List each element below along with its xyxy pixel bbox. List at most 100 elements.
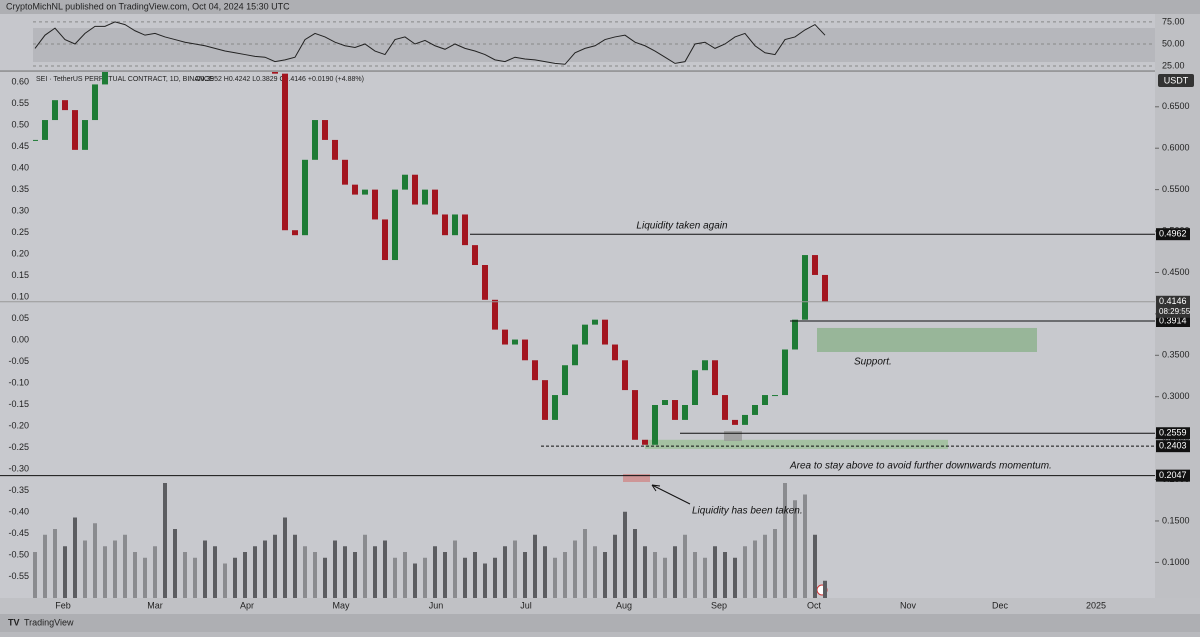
volume-bar <box>823 580 827 598</box>
left-axis-label: -0.55 <box>8 571 29 581</box>
left-axis-label: 0.45 <box>11 141 29 151</box>
volume-bar <box>803 494 807 598</box>
brand: TradingView <box>24 617 74 627</box>
x-tick-label: Apr <box>240 600 254 610</box>
candle <box>762 395 768 405</box>
candle <box>72 110 78 150</box>
left-axis-label: -0.20 <box>8 420 29 430</box>
level-label: 0.4962 <box>1159 229 1187 239</box>
current-price-box <box>1156 295 1190 318</box>
candle <box>632 390 638 440</box>
volume-bar <box>673 546 677 598</box>
volume-bar <box>573 540 577 598</box>
left-axis-label: -0.30 <box>8 463 29 473</box>
candle <box>732 419 738 425</box>
candle <box>33 139 38 141</box>
candle <box>652 404 658 445</box>
level-box <box>1156 440 1190 453</box>
volume-bar <box>753 540 757 598</box>
ohlc-legend: O0.3952 H0.4242 L0.3829 C0.4146 +0.0190 … <box>195 76 364 83</box>
candle <box>782 349 788 396</box>
volume-bar <box>553 557 557 598</box>
volume-bar <box>413 563 417 598</box>
volume-bar <box>153 546 157 598</box>
candle <box>442 214 448 236</box>
annotation: Support. <box>854 357 892 368</box>
candle <box>722 395 728 420</box>
left-axis-label: -0.25 <box>8 442 29 452</box>
volume-bar <box>193 557 197 598</box>
left-axis-label: -0.40 <box>8 506 29 516</box>
volume-bar <box>303 546 307 598</box>
y-tick-label: 0.6500 <box>1162 101 1190 111</box>
publisher: CryptoMichNL published on TradingView.co… <box>6 1 290 11</box>
level-box <box>1156 228 1190 241</box>
candle <box>272 72 278 74</box>
volume-bar <box>143 557 147 598</box>
volume-bar <box>423 557 427 598</box>
volume-bar <box>333 540 337 598</box>
left-axis-label: 0.40 <box>11 162 29 172</box>
level-box <box>1156 427 1190 440</box>
rsi-tick-label: 75.00 <box>1162 16 1185 26</box>
volume-bar <box>383 540 387 598</box>
volume-bar <box>463 557 467 598</box>
candle <box>592 319 598 325</box>
candle <box>42 120 48 140</box>
x-tick-label: Nov <box>900 600 917 610</box>
volume-bar <box>503 546 507 598</box>
time-axis <box>0 598 1200 614</box>
candle <box>92 84 98 121</box>
x-tick-label: Oct <box>807 600 822 610</box>
left-axis-label: 0.60 <box>11 76 29 86</box>
volume-bar <box>473 552 477 598</box>
candle <box>492 299 498 330</box>
candle <box>292 230 298 236</box>
candle <box>802 255 808 320</box>
volume-bar <box>773 529 777 598</box>
candle <box>512 339 518 345</box>
left-axis-label: 0.00 <box>11 334 29 344</box>
countdown: 08:29:55 <box>1159 307 1191 316</box>
x-tick-label: 2025 <box>1086 600 1106 610</box>
brand-logo: TV <box>8 617 20 627</box>
left-axis-label: 0.50 <box>11 119 29 129</box>
volume-bar <box>323 557 327 598</box>
arrow-line <box>651 484 691 505</box>
volume-bar <box>663 557 667 598</box>
level-label: 0.2047 <box>1159 470 1187 480</box>
candle <box>602 319 608 345</box>
left-axis-label: 0.55 <box>11 98 29 108</box>
volume-bar <box>253 546 257 598</box>
candle <box>662 400 668 405</box>
x-tick-label: Jun <box>429 600 444 610</box>
volume-bar <box>173 529 177 598</box>
bottom-bar <box>0 614 1200 632</box>
left-axis-label: 0.20 <box>11 248 29 258</box>
candle <box>682 404 688 420</box>
y-tick-label: 0.3000 <box>1162 391 1190 401</box>
volume-bar <box>493 557 497 598</box>
currency: USDT <box>1164 75 1189 85</box>
volume-bar <box>43 534 47 598</box>
volume-bar <box>763 534 767 598</box>
volume-bar <box>523 552 527 598</box>
candle <box>572 344 578 366</box>
volume-bar <box>703 557 707 598</box>
level-label: 0.2559 <box>1159 428 1187 438</box>
candle <box>772 395 778 397</box>
candle <box>452 214 458 236</box>
candle <box>82 120 88 150</box>
volume-bar <box>743 546 747 598</box>
x-tick-label: Feb <box>55 600 71 610</box>
volume-bar <box>433 546 437 598</box>
volume-bar <box>343 546 347 598</box>
volume-bar <box>403 552 407 598</box>
x-tick-label: May <box>332 600 350 610</box>
volume-bar <box>593 546 597 598</box>
volume-bar <box>603 552 607 598</box>
x-tick-label: Sep <box>711 600 727 610</box>
candle <box>302 159 308 236</box>
rsi-tick-label: 50.00 <box>1162 38 1185 48</box>
volume-bar <box>543 546 547 598</box>
